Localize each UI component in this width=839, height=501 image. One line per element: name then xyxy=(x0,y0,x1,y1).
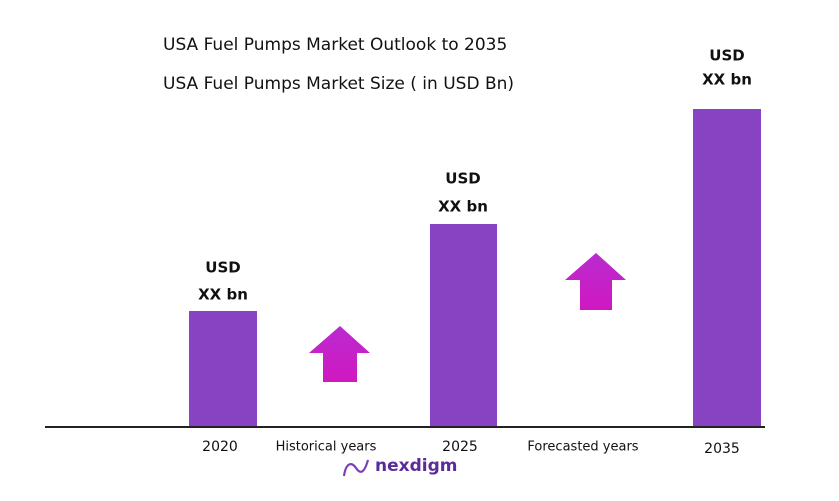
bar-label: XX bn xyxy=(438,198,488,216)
logo-mark xyxy=(342,459,370,477)
bar-label: USD xyxy=(205,259,240,277)
logo: nexdigm xyxy=(375,456,457,476)
category-label: 2035 xyxy=(704,441,740,457)
title: USA Fuel Pumps Market Outlook to 2035 xyxy=(163,35,507,55)
annotation: Forecasted years xyxy=(527,440,638,455)
subtitle: USA Fuel Pumps Market Size ( in USD Bn) xyxy=(163,74,514,94)
category-label: 2025 xyxy=(442,439,478,455)
bar-label: USD xyxy=(709,47,744,65)
category-label: 2020 xyxy=(202,439,238,455)
annotation: Historical years xyxy=(276,440,377,455)
bar xyxy=(189,311,257,427)
bar xyxy=(430,224,497,427)
growth-arrow xyxy=(309,326,370,382)
bar xyxy=(693,109,761,427)
growth-arrow xyxy=(565,253,626,310)
bar-label: XX bn xyxy=(198,286,248,304)
bar-label: XX bn xyxy=(702,71,752,89)
bar-label: USD xyxy=(445,170,480,188)
